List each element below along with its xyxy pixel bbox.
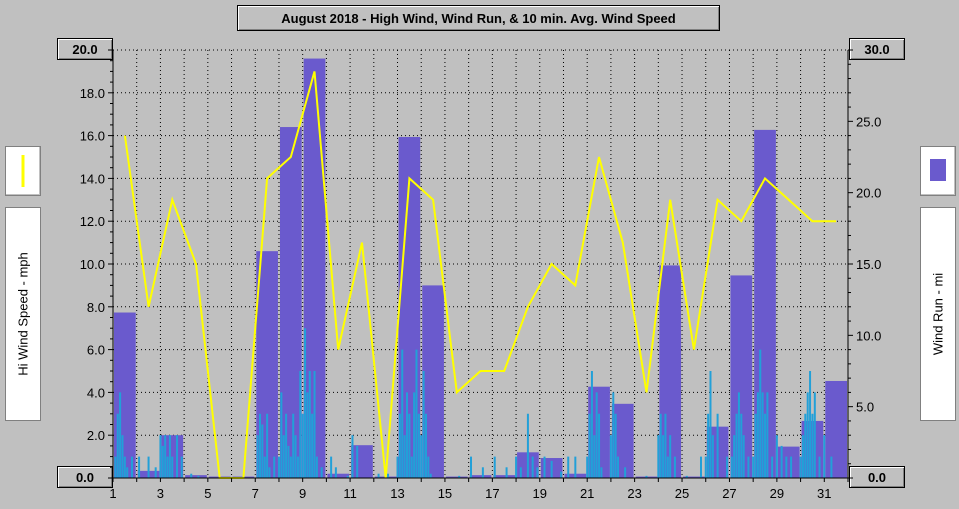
wind-run-bar bbox=[683, 476, 705, 478]
y-left-tick-label: 10.0 bbox=[80, 257, 105, 272]
wind-run-bar bbox=[279, 127, 302, 478]
y-right-max-label: 30.0 bbox=[849, 38, 905, 60]
wind-run-bar bbox=[327, 473, 350, 478]
y-left-tick-label: 8.0 bbox=[87, 300, 105, 315]
wind-run-bar bbox=[351, 445, 373, 478]
x-tick-label: 19 bbox=[533, 486, 547, 501]
x-tick-label: 31 bbox=[817, 486, 831, 501]
x-tick-label: 1 bbox=[109, 486, 116, 501]
y-right-min-label: 0.0 bbox=[849, 466, 905, 488]
wind-run-bar bbox=[777, 446, 800, 478]
y-right-tick-label: 25.0 bbox=[856, 114, 881, 129]
y-left-tick-label: 2.0 bbox=[87, 428, 105, 443]
legend-line-icon bbox=[21, 155, 25, 187]
y-left-max-label: 20.0 bbox=[57, 38, 113, 60]
legend-wind-run bbox=[920, 146, 956, 196]
x-tick-label: 13 bbox=[390, 486, 404, 501]
wind-run-bar bbox=[256, 251, 278, 478]
wind-run-bar bbox=[422, 285, 444, 478]
wind-run-bar bbox=[185, 475, 207, 478]
x-tick-label: 21 bbox=[580, 486, 594, 501]
y-left-tick-label: 18.0 bbox=[80, 86, 105, 101]
x-tick-label: 17 bbox=[485, 486, 499, 501]
x-tick-label: 3 bbox=[157, 486, 164, 501]
legend-bar-icon bbox=[930, 159, 946, 181]
y-left-tick-label: 12.0 bbox=[80, 214, 105, 229]
x-tick-label: 11 bbox=[343, 486, 357, 501]
y-right-tick-label: 5.0 bbox=[856, 400, 874, 415]
x-tick-label: 27 bbox=[722, 486, 736, 501]
x-tick-label: 25 bbox=[675, 486, 689, 501]
x-tick-label: 29 bbox=[770, 486, 784, 501]
wind-run-bar bbox=[445, 476, 468, 478]
y-left-tick-label: 6.0 bbox=[87, 343, 105, 358]
x-tick-label: 5 bbox=[204, 486, 211, 501]
chart-title: August 2018 - High Wind, Wind Run, & 10 … bbox=[237, 5, 720, 31]
wind-run-bar bbox=[469, 475, 492, 478]
legend-hi-wind bbox=[5, 146, 41, 196]
y-right-tick-label: 10.0 bbox=[856, 328, 881, 343]
x-tick-label: 9 bbox=[299, 486, 306, 501]
y-right-tick-label: 15.0 bbox=[856, 257, 881, 272]
x-tick-label: 7 bbox=[252, 486, 259, 501]
y-left-axis-label-box: Hi Wind Speed - mph bbox=[5, 207, 41, 421]
y-left-tick-label: 16.0 bbox=[80, 129, 105, 144]
x-tick-label: 23 bbox=[627, 486, 641, 501]
x-tick-label: 15 bbox=[438, 486, 452, 501]
wind-run-bar bbox=[493, 475, 516, 478]
y-right-axis-label-box: Wind Run - mi bbox=[920, 207, 956, 421]
y-right-tick-label: 20.0 bbox=[856, 186, 881, 201]
y-left-tick-label: 14.0 bbox=[80, 171, 105, 186]
y-left-tick-label: 4.0 bbox=[87, 385, 105, 400]
wind-run-bar bbox=[825, 380, 847, 478]
